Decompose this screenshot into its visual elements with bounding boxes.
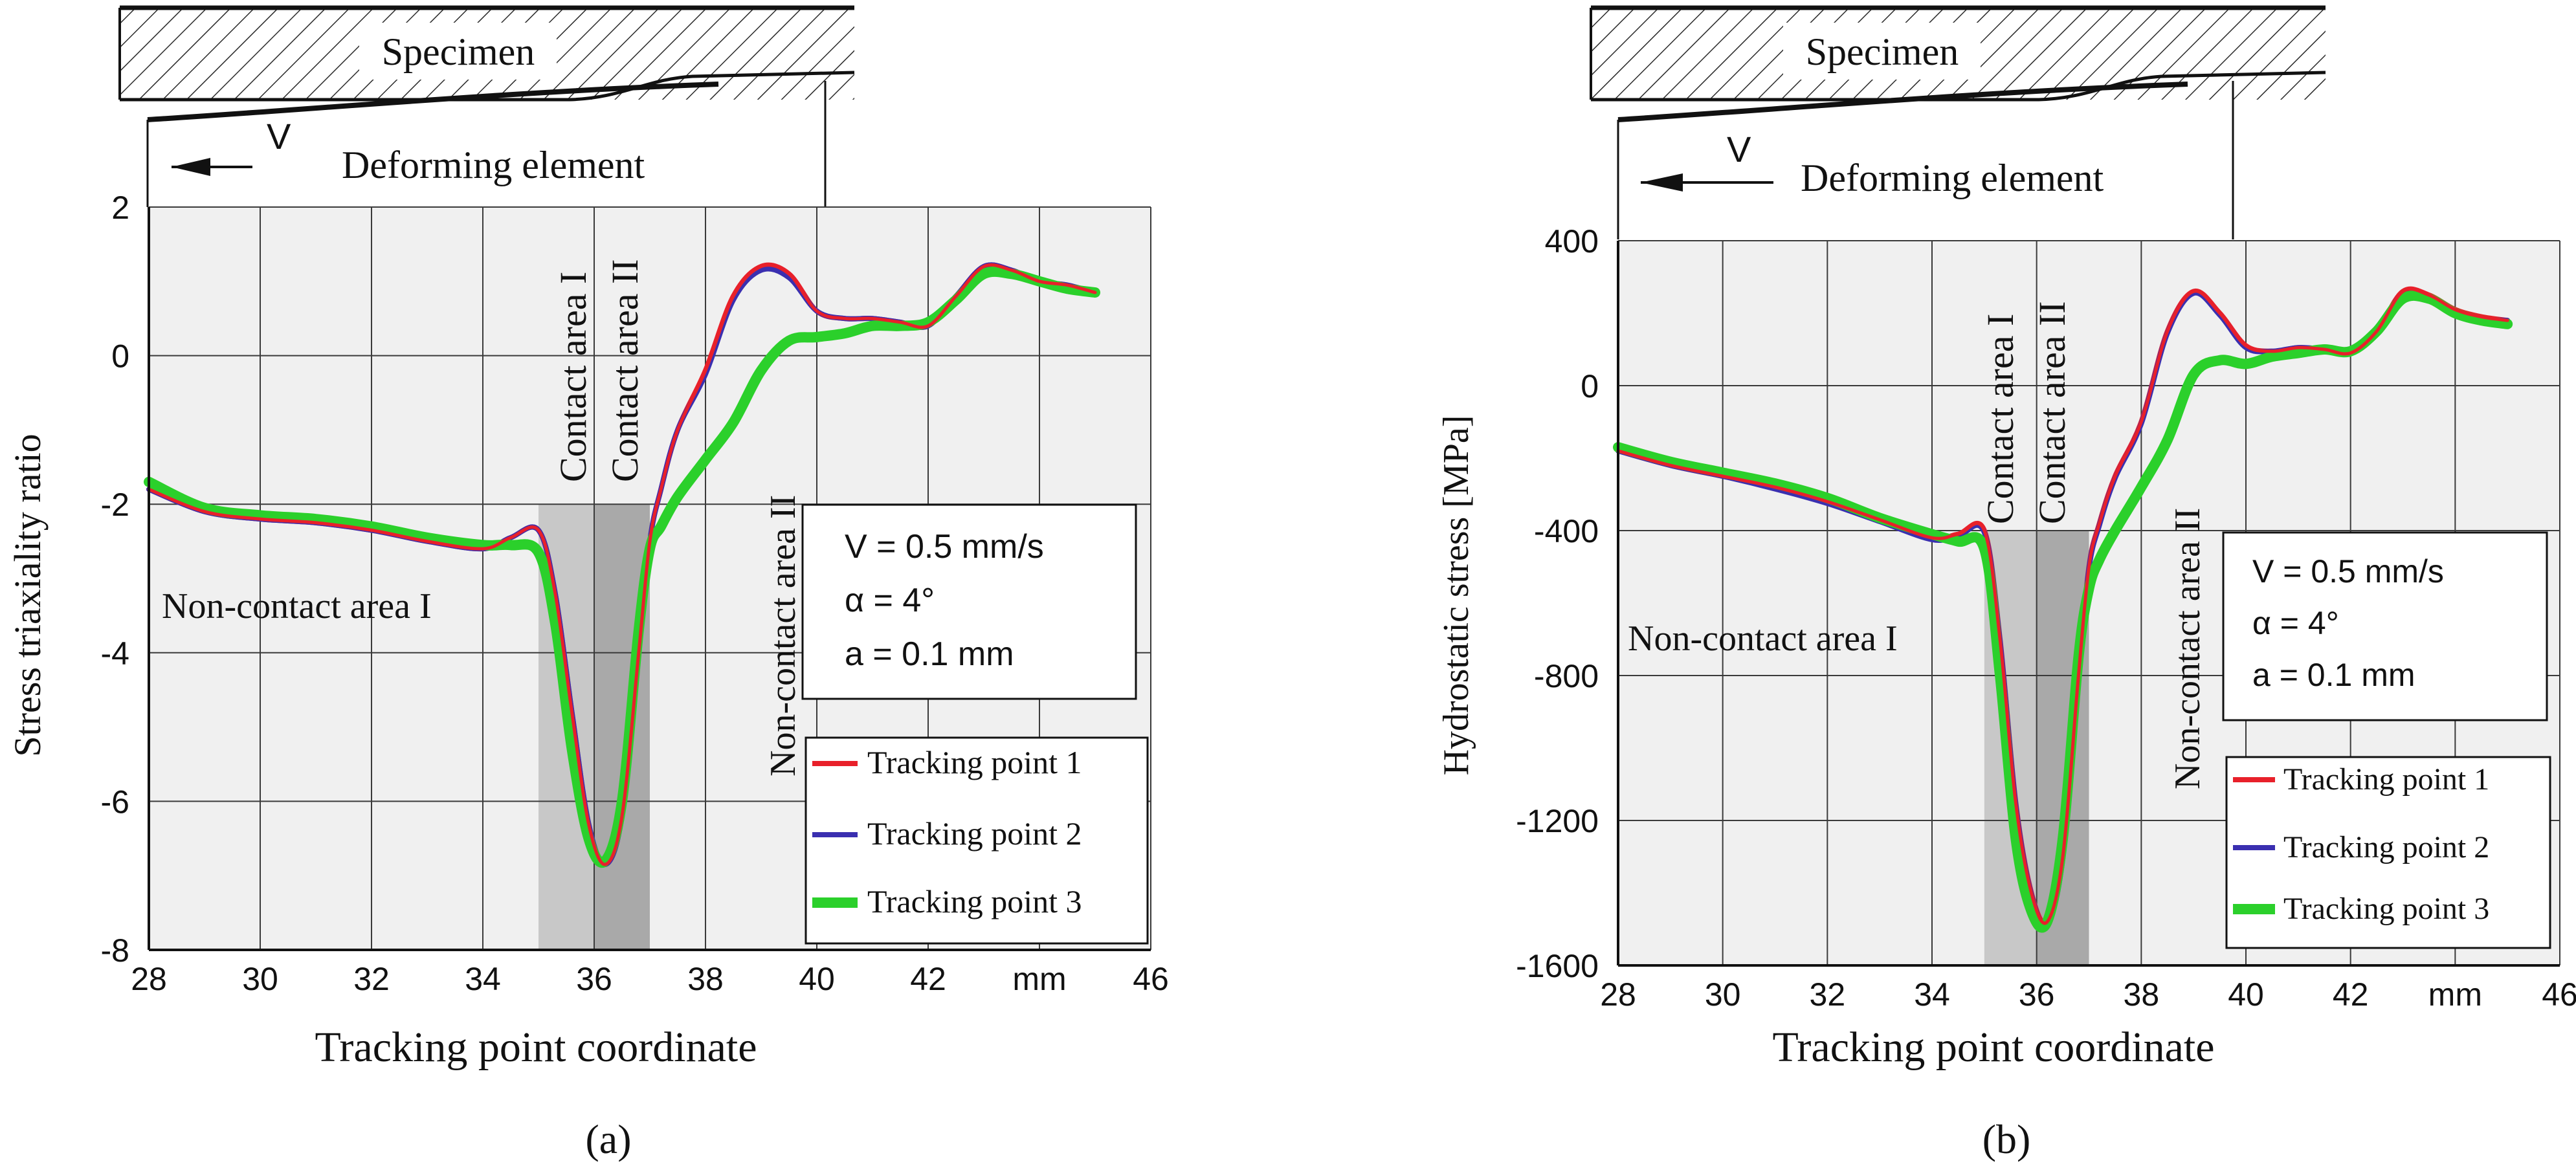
y-tick-label: -1200 [1516,803,1599,839]
panel-label-a: (a) [585,1116,631,1162]
x-tick-label: mm [1012,961,1066,997]
x-tick-label: 40 [799,961,835,997]
y-tick-label: -2 [101,487,129,523]
x-tick-label: mm [2428,976,2482,1013]
x-tick-label: 42 [910,961,946,997]
specimen-label: Specimen [1806,30,1959,73]
y-tick-label: 400 [1545,223,1599,259]
x-tick-label: 28 [131,961,167,997]
y-tick-label: 0 [111,338,129,375]
y-axis-title-a: Stress triaxiality ratio [6,434,49,756]
param-angle: α = 4° [2252,605,2339,641]
velocity-arrow [172,158,252,176]
x-tick-label: 40 [2228,976,2264,1013]
panel-label-b: (b) [1982,1116,2031,1162]
legend-label-tp3: Tracking point 3 [2283,892,2489,926]
velocity-symbol: V [267,116,291,157]
x-tick-label: 38 [2124,976,2160,1013]
contact-area-2-label: Contact area II [2031,301,2073,524]
series-line-tracking-point-1-overlay [147,263,1097,866]
x-tick-label: 30 [1705,976,1741,1013]
y-tick-label: 0 [1581,368,1599,404]
y-tick-label: -6 [101,784,129,820]
contact-area-1-label: Contact area I [552,272,594,482]
x-tick-label: 32 [353,961,390,997]
x-tick-label: 46 [2542,976,2576,1013]
legend-label-tp2: Tracking point 2 [867,815,1082,852]
deforming-element-label: Deforming element [1801,157,2104,199]
x-axis-title-a: Tracking point coordinate [315,1024,757,1071]
x-tick-label: 38 [687,961,724,997]
legend-a: Tracking point 1 Tracking point 2 Tracki… [805,736,1149,945]
x-tick-label: 34 [465,961,501,997]
noncontact-area-2-label: Non-contact area II [2168,508,2208,789]
param-angle: α = 4° [845,582,935,619]
param-depth: a = 0.1 mm [845,635,1014,673]
param-depth: a = 0.1 mm [2252,657,2415,693]
contact-area-1-label: Contact area I [1979,314,2021,524]
contact-area-2-label: Contact area II [604,259,646,482]
x-tick-label: 32 [1810,976,1846,1013]
y-tick-label: -800 [1534,658,1599,694]
legend-label-tp2: Tracking point 2 [2283,830,2489,864]
x-tick-label: 42 [2333,976,2369,1013]
contact-area-2-band [2036,531,2089,965]
panel-a: Specimen V Deforming element 28 30 32 34 36 3… [6,5,1169,1162]
y-tick-label: -1600 [1516,948,1599,984]
panel-b: Specimen V Deforming element 28 30 32 34 36 3… [1436,5,2576,1162]
y-tick-label: -4 [101,635,129,672]
y-tick-label: 2 [111,190,129,226]
x-tick-label: 28 [1600,976,1636,1013]
header-a: Specimen V Deforming element [118,5,855,207]
x-tick-label: 30 [242,961,278,997]
legend-b: Tracking point 1 Tracking point 2 Tracki… [2225,756,2551,949]
deforming-element-edge [147,82,719,122]
params-box-b: V = 0.5 mm/s α = 4° a = 0.1 mm [2222,531,2548,721]
x-tick-label: 36 [576,961,612,997]
x-tick-label: 46 [1133,961,1169,997]
velocity-symbol: V [1727,129,1751,170]
velocity-arrow [1641,173,1773,192]
legend-label-tp1: Tracking point 1 [867,744,1082,780]
x-tick-label: 36 [2019,976,2055,1013]
noncontact-area-1-label: Non-contact area I [162,586,432,626]
specimen-label: Specimen [382,30,535,73]
x-tick-label: 34 [1914,976,1950,1013]
deforming-element-edge [1617,82,2188,122]
legend-label-tp1: Tracking point 1 [2283,762,2489,797]
x-axis-title-b: Tracking point coordinate [1772,1024,2214,1071]
y-axis-title-b: Hydrostatic stress [MPa] [1436,415,1476,776]
y-tick-label: -400 [1534,513,1599,549]
y-tick-label: -8 [101,932,129,969]
legend-label-tp3: Tracking point 3 [867,883,1082,919]
header-b: Specimen V Deforming element [1590,5,2326,239]
params-box-a: V = 0.5 mm/s α = 4° a = 0.1 mm [801,503,1137,700]
noncontact-area-2-label: Non-contact area II [763,495,803,776]
param-velocity: V = 0.5 mm/s [845,528,1044,566]
param-velocity: V = 0.5 mm/s [2252,553,2444,589]
noncontact-area-1-label: Non-contact area I [1628,619,1898,659]
deforming-element-label: Deforming element [342,144,645,186]
series-line-tracking-point-1-overlay [1616,287,2509,925]
